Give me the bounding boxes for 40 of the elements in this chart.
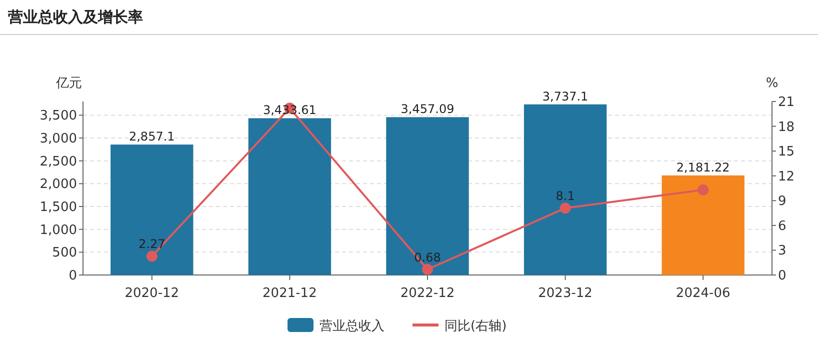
point bbox=[698, 184, 709, 196]
x-tick-label: 2023-12 bbox=[538, 286, 592, 301]
legend-label: 营业总收入 bbox=[320, 319, 384, 334]
legend-label: 同比(右轴) bbox=[444, 319, 507, 334]
y2-tick-label: 21 bbox=[778, 95, 795, 110]
point bbox=[146, 250, 158, 262]
bar bbox=[386, 117, 469, 275]
y2-tick-label: 9 bbox=[778, 194, 786, 210]
y-tick-label: 0 bbox=[68, 268, 77, 284]
chart-title: 营业总收入及增长率 bbox=[7, 8, 143, 26]
data-label: 2,857.1 bbox=[128, 130, 175, 144]
y-tick-label: 1,500 bbox=[40, 200, 77, 216]
point bbox=[560, 202, 571, 214]
y-tick-label: 2,000 bbox=[40, 177, 77, 192]
bar bbox=[662, 175, 744, 275]
x-tick-label: 2021-12 bbox=[262, 286, 317, 301]
y2-tick-label: 18 bbox=[778, 120, 795, 135]
data-label: 2,181.22 bbox=[676, 160, 730, 174]
y-tick-label: 3,000 bbox=[40, 132, 77, 147]
y-tick-label: 500 bbox=[52, 246, 77, 261]
data-label: 8.1 bbox=[556, 189, 575, 204]
y2-tick-label: 0 bbox=[778, 268, 786, 284]
bar bbox=[110, 144, 194, 275]
data-label: 3,737.1 bbox=[542, 89, 588, 104]
y2-tick-label: 12 bbox=[778, 169, 795, 184]
y-tick-label: 1,000 bbox=[40, 222, 77, 238]
x-tick-label: 2024-06 bbox=[676, 286, 730, 301]
y-axis-title: 亿元 bbox=[55, 76, 82, 91]
y2-tick-label: 6 bbox=[778, 218, 786, 234]
data-label: 3,457.09 bbox=[400, 102, 454, 116]
y-tick-label: 3,500 bbox=[40, 108, 77, 124]
y2-tick-label: 3 bbox=[778, 244, 786, 259]
x-tick-label: 2022-12 bbox=[400, 286, 455, 301]
y2-tick-label: 15 bbox=[778, 144, 795, 160]
x-tick-label: 2020-12 bbox=[124, 286, 180, 301]
bar bbox=[524, 104, 607, 275]
point bbox=[422, 264, 433, 275]
y-tick-label: 2,500 bbox=[40, 154, 77, 170]
bar bbox=[248, 118, 332, 275]
y2-axis-title: % bbox=[766, 76, 778, 91]
